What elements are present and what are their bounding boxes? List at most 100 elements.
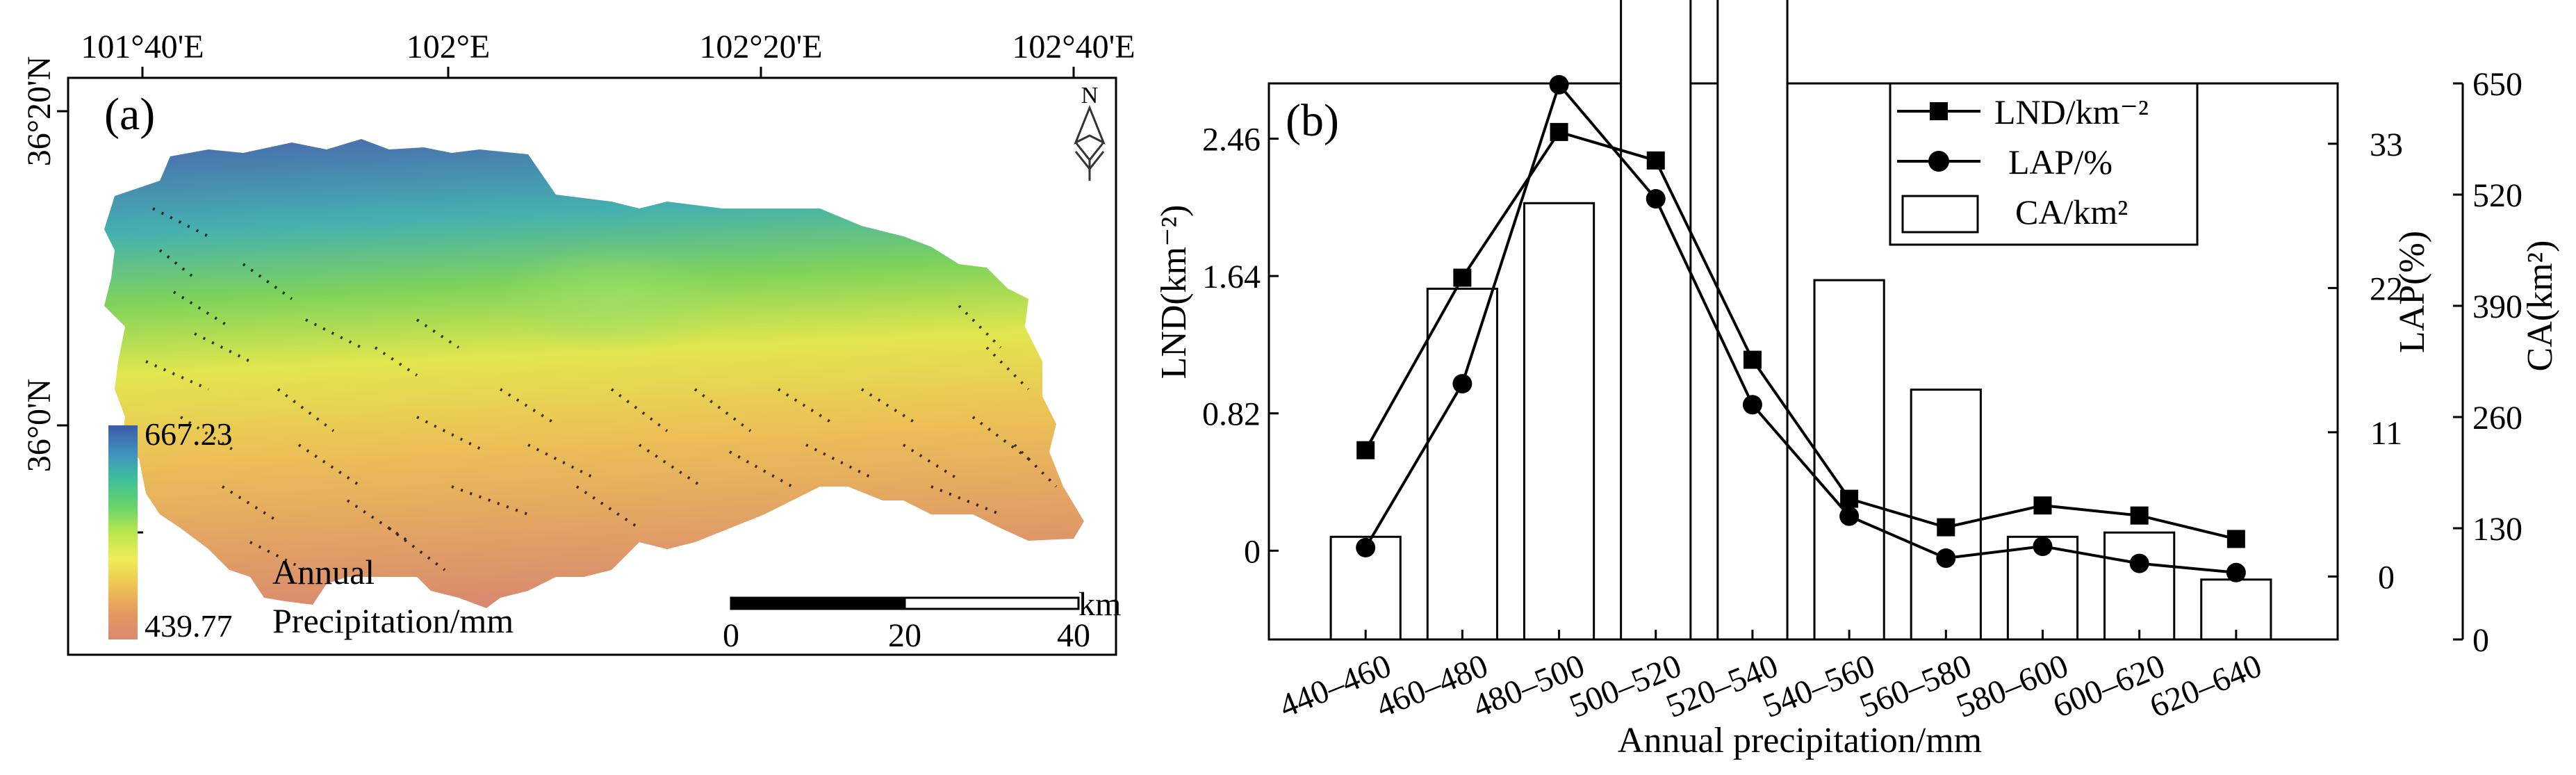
- terrain-region: [104, 139, 1084, 608]
- lap-line: [1364, 81, 2237, 574]
- right-tick-3: 260: [2472, 400, 2522, 437]
- x-tick-3: 480–500: [1468, 647, 1590, 725]
- ca-bar-9: [2103, 531, 2176, 641]
- lnd-point-9: [2130, 506, 2149, 525]
- left-tick-1: 0: [1244, 533, 1261, 570]
- x-axis-ticks: 440–460460–480480–500500–520520–540540–5…: [1274, 630, 2267, 725]
- lnd-point-6: [1840, 489, 1859, 508]
- terrain-map: [104, 139, 1084, 608]
- legend-square-marker: [1930, 102, 1948, 120]
- terrain-green-area: [493, 243, 730, 354]
- right-axis-label: CA(km²): [2520, 240, 2560, 372]
- scale-bar-white: [903, 596, 1080, 610]
- left-axis-ticks: 0 0.82 1.64 2.46: [1202, 122, 1279, 570]
- x-tick-1: 440–460: [1274, 647, 1397, 725]
- lnd-point-1: [1356, 441, 1375, 459]
- lon-label-1: 101°40'E: [81, 28, 204, 65]
- scale-bar-tick-0: 0: [723, 617, 739, 654]
- north-arrow-icon: N: [1074, 83, 1106, 181]
- right-tick-4: 390: [2472, 288, 2522, 325]
- lnd-point-4: [1646, 151, 1665, 170]
- precip-legend-title-2: Precipitation/mm: [272, 601, 514, 640]
- middle-tick-1: 0: [2378, 559, 2395, 596]
- ca-bar-6: [1813, 279, 1885, 641]
- panel-a-map: 101°40'E 102°E 102°20'E 102°40'E 36°20'N…: [21, 28, 1135, 656]
- lap-point-2: [1452, 374, 1472, 394]
- right-tick-2: 130: [2472, 511, 2522, 548]
- lon-label-2: 102°E: [407, 28, 491, 65]
- panel-a-label: (a): [104, 89, 155, 140]
- middle-axis-ticks: 0 11 22 33: [2328, 127, 2403, 596]
- lap-point-5: [1742, 395, 1762, 415]
- lap-point-3: [1549, 74, 1569, 95]
- chart-legend: LND/km⁻² LAP/% CA/km²: [1889, 82, 2199, 246]
- lnd-line: [1364, 130, 2237, 541]
- lon-ticks: [57, 67, 1075, 427]
- lap-point-8: [2033, 537, 2053, 557]
- x-tick-6: 540–560: [1758, 647, 1880, 725]
- settlement-dots: [145, 207, 1058, 571]
- x-tick-10: 620–640: [2144, 647, 2267, 725]
- left-tick-3: 1.64: [1202, 259, 1261, 295]
- x-tick-9: 600–620: [2048, 647, 2170, 725]
- ca-bar-4: [1620, 0, 1692, 641]
- lap-point-4: [1646, 189, 1666, 209]
- right-tick-6: 650: [2472, 66, 2522, 103]
- x-tick-8: 580–600: [1951, 647, 2074, 725]
- ca-bar-3: [1523, 202, 1595, 641]
- panel-b-label: (b): [1286, 95, 1339, 146]
- bars: [1329, 0, 2272, 641]
- x-tick-4: 500–520: [1564, 647, 1687, 725]
- lap-point-9: [2129, 553, 2149, 573]
- lnd-point-5: [1743, 350, 1762, 369]
- panel-b-chart: (b) 0 0.82 1.64 2.46 0 11 22 33 0 130 260 390 520 6…: [1154, 0, 2560, 760]
- middle-tick-3: 22: [2370, 270, 2403, 307]
- lap-point-7: [1936, 548, 1956, 569]
- middle-tick-4: 33: [2370, 127, 2403, 163]
- markers: [1356, 74, 2246, 582]
- x-tick-7: 560–580: [1855, 647, 1977, 725]
- lnd-point-10: [2226, 530, 2245, 548]
- scale-bar-black: [730, 596, 906, 610]
- scale-bar-unit: km: [1078, 586, 1121, 623]
- left-tick-4: 2.46: [1202, 122, 1261, 158]
- lat-label-top: 36°20'N: [21, 56, 58, 167]
- ca-bar-10: [2200, 578, 2272, 641]
- right-tick-1: 0: [2472, 622, 2489, 659]
- lines: [1364, 81, 2237, 574]
- scale-bar-tick-40: 40: [1057, 617, 1090, 654]
- precip-legend: 667.23 439.77 Annual Precipitation/mm: [108, 416, 514, 644]
- lap-point-10: [2226, 562, 2246, 582]
- left-axis-label: LND(km⁻²): [1154, 205, 1194, 380]
- right-axis: 0 130 260 390 520 650: [2453, 66, 2522, 659]
- ca-bar-7: [1910, 389, 1982, 641]
- middle-tick-2: 11: [2370, 415, 2402, 452]
- north-arrow-letter: N: [1081, 83, 1099, 108]
- ca-bar-5: [1716, 0, 1789, 641]
- middle-axis-label: LAP(%): [2393, 231, 2432, 353]
- x-axis-label: Annual precipitation/mm: [1618, 721, 1982, 760]
- legend-bar-swatch: [1901, 195, 1979, 234]
- plot-frame: [1268, 82, 2339, 641]
- precip-colorbar: [108, 425, 138, 639]
- scale-bar: 0 20 40 km: [723, 586, 1121, 654]
- lon-labels: 101°40'E 102°E 102°20'E 102°40'E: [81, 28, 1135, 65]
- right-tick-5: 520: [2472, 177, 2522, 214]
- x-tick-2: 460–480: [1371, 647, 1493, 725]
- lap-point-1: [1356, 537, 1376, 557]
- x-tick-5: 520–540: [1661, 647, 1783, 725]
- scale-bar-tick-20: 20: [888, 617, 921, 654]
- legend-ca: CA/km²: [2015, 193, 2128, 231]
- ca-bar-2: [1426, 287, 1498, 641]
- precip-legend-max: 667.23: [145, 416, 233, 452]
- left-tick-2: 0.82: [1202, 396, 1261, 433]
- legend-lnd: LND/km⁻²: [1994, 92, 2149, 131]
- lon-label-4: 102°40'E: [1012, 28, 1135, 65]
- legend-circle-marker: [1928, 151, 1949, 172]
- lnd-point-2: [1453, 268, 1472, 287]
- lap-point-6: [1839, 506, 1860, 526]
- lat-label-mid: 36°0'N: [21, 379, 58, 473]
- precip-legend-min: 439.77: [145, 608, 233, 644]
- precip-legend-title-1: Annual: [272, 553, 375, 592]
